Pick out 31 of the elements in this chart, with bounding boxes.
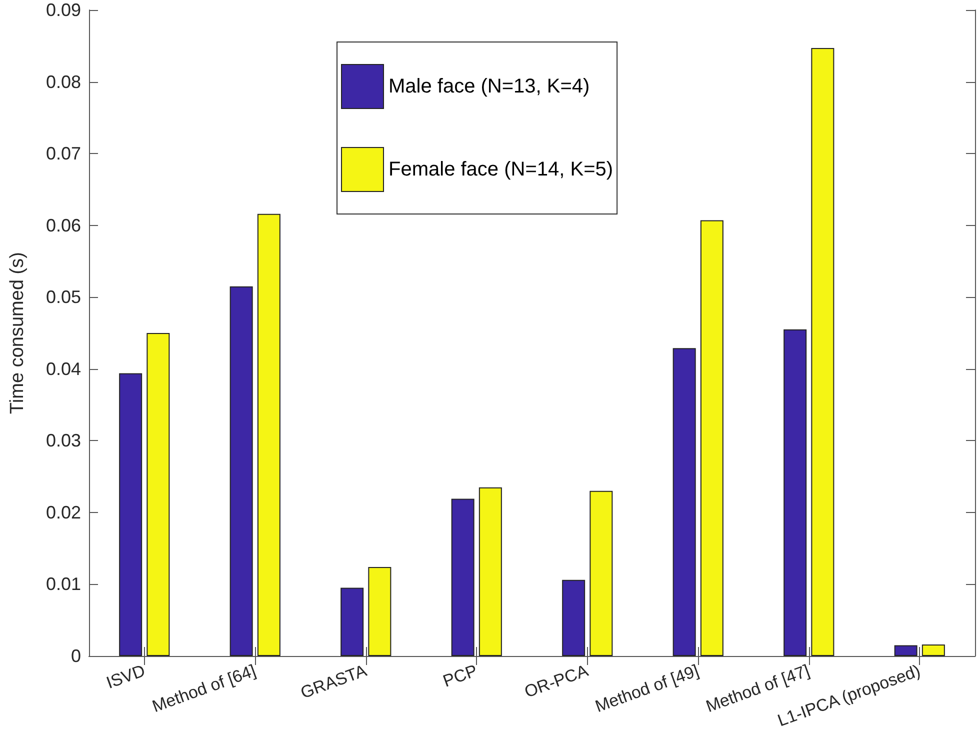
bar xyxy=(562,580,586,656)
bar xyxy=(368,566,392,656)
y-tick-label: 0.06 xyxy=(46,215,81,236)
x-tick-label: ISVD xyxy=(104,661,148,692)
bar xyxy=(922,644,945,656)
bar xyxy=(894,645,918,656)
bar xyxy=(784,329,807,656)
y-tick-label: 0.04 xyxy=(46,358,81,379)
y-axis-title: Time consumed (s) xyxy=(7,252,28,414)
y-tick-label: 0.08 xyxy=(46,72,81,92)
x-tick-label: PCP xyxy=(440,661,480,691)
bar xyxy=(146,333,170,656)
bar xyxy=(700,220,724,656)
bar xyxy=(811,48,834,656)
bar xyxy=(451,498,474,656)
legend-label: Female face (N=14, K=5) xyxy=(388,158,614,180)
y-tick-label: 0.03 xyxy=(46,430,81,451)
y-tick-label: 0.01 xyxy=(46,574,81,594)
bar xyxy=(119,373,142,656)
bar xyxy=(672,348,696,656)
y-tick-label: 0.02 xyxy=(46,502,81,522)
legend-label: Male face (N=13, K=4) xyxy=(388,76,590,98)
y-tick-label: 0 xyxy=(70,646,81,666)
y-tick-label: 0.09 xyxy=(46,0,81,20)
y-tick-label: 0.05 xyxy=(46,287,81,308)
bar xyxy=(340,588,364,656)
bar xyxy=(257,214,280,656)
bar xyxy=(230,286,253,656)
y-tick-label: 0.07 xyxy=(46,144,81,164)
bar xyxy=(590,490,613,656)
bar xyxy=(478,487,502,656)
